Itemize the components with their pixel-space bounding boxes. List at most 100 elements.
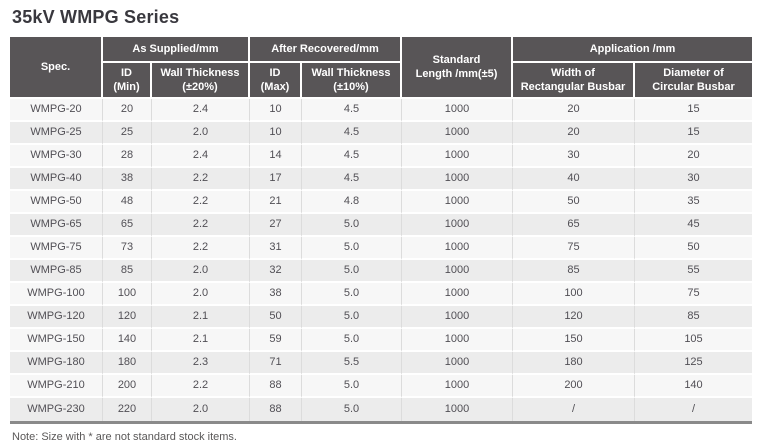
cell-width-rect-busbar: /: [513, 398, 635, 421]
cell-id-min: 200: [103, 375, 152, 398]
table-row: WMPG-50 48 2.2 21 4.8 1000 50 35: [10, 191, 752, 214]
table-row: WMPG-150 140 2.1 59 5.0 1000 150 105: [10, 329, 752, 352]
cell-wall-thickness-recovered: 5.0: [302, 375, 402, 398]
table-row: WMPG-75 73 2.2 31 5.0 1000 75 50: [10, 237, 752, 260]
cell-wall-thickness-recovered: 5.5: [302, 352, 402, 375]
cell-standard-length: 1000: [402, 168, 513, 191]
cell-diameter-circ-busbar: 105: [635, 329, 752, 352]
cell-id-min: 180: [103, 352, 152, 375]
cell-width-rect-busbar: 180: [513, 352, 635, 375]
cell-wall-thickness-supplied: 2.2: [152, 237, 250, 260]
cell-wall-thickness-supplied: 2.1: [152, 306, 250, 329]
cell-wall-thickness-supplied: 2.0: [152, 398, 250, 421]
cell-wall-thickness-recovered: 5.0: [302, 398, 402, 421]
cell-id-max: 71: [250, 352, 302, 375]
header-wall-thickness-recovered: Wall Thickness (±10%): [302, 63, 402, 99]
cell-wall-thickness-recovered: 4.5: [302, 145, 402, 168]
cell-wall-thickness-recovered: 5.0: [302, 214, 402, 237]
cell-width-rect-busbar: 200: [513, 375, 635, 398]
cell-standard-length: 1000: [402, 237, 513, 260]
cell-wall-thickness-supplied: 2.0: [152, 283, 250, 306]
header-as-supplied: As Supplied/mm: [103, 37, 250, 63]
cell-standard-length: 1000: [402, 99, 513, 122]
header-width-rect-busbar: Width of Rectangular Busbar: [513, 63, 635, 99]
cell-diameter-circ-busbar: 55: [635, 260, 752, 283]
cell-id-min: 48: [103, 191, 152, 214]
header-diameter-circ-busbar-line2: Circular Busbar: [652, 81, 735, 93]
table-row: WMPG-230 220 2.0 88 5.0 1000//: [10, 398, 752, 421]
cell-spec: WMPG-230: [10, 398, 103, 421]
table-row: WMPG-25 25 2.0 10 4.5 1000 20 15: [10, 122, 752, 145]
cell-id-max: 59: [250, 329, 302, 352]
cell-wall-thickness-supplied: 2.1: [152, 329, 250, 352]
header-width-rect-busbar-line2: Rectangular Busbar: [520, 81, 626, 93]
cell-width-rect-busbar: 75: [513, 237, 635, 260]
header-sub-row: ID (Min) Wall Thickness (±20%) ID (Max) …: [10, 63, 752, 99]
header-id-max-line2: (Max): [260, 81, 290, 93]
cell-wall-thickness-recovered: 4.5: [302, 122, 402, 145]
header-application: Application /mm: [513, 37, 752, 63]
cell-wall-thickness-supplied: 2.2: [152, 191, 250, 214]
cell-wall-thickness-recovered: 5.0: [302, 260, 402, 283]
cell-wall-thickness-recovered: 4.5: [302, 99, 402, 122]
cell-spec: WMPG-30: [10, 145, 103, 168]
spec-table-body: WMPG-20 20 2.4 10 4.5 1000 20 15 WMPG-25 25 2.0 10 4…: [10, 99, 752, 421]
table-row: WMPG-65 65 2.2 27 5.0 1000 65 45: [10, 214, 752, 237]
header-diameter-circ-busbar-line1: Diameter of: [663, 66, 724, 79]
cell-id-max: 31: [250, 237, 302, 260]
cell-wall-thickness-recovered: 5.0: [302, 283, 402, 306]
page-title: 35kV WMPG Series: [12, 7, 180, 27]
cell-id-max: 38: [250, 283, 302, 306]
cell-id-min: 120: [103, 306, 152, 329]
cell-diameter-circ-busbar: 75: [635, 283, 752, 306]
cell-diameter-circ-busbar: 30: [635, 168, 752, 191]
cell-id-min: 100: [103, 283, 152, 306]
cell-spec: WMPG-65: [10, 214, 103, 237]
table-row: WMPG-20 20 2.4 10 4.5 1000 20 15: [10, 99, 752, 122]
cell-wall-thickness-supplied: 2.2: [152, 168, 250, 191]
cell-id-min: 38: [103, 168, 152, 191]
cell-standard-length: 1000: [402, 375, 513, 398]
cell-spec: WMPG-25: [10, 122, 103, 145]
cell-diameter-circ-busbar: 140: [635, 375, 752, 398]
header-standard-length-line2: Length /mm(±5): [415, 68, 498, 80]
header-id-max-line1: ID: [269, 66, 281, 79]
cell-standard-length: 1000: [402, 260, 513, 283]
cell-wall-thickness-supplied: 2.4: [152, 145, 250, 168]
table-row: WMPG-210 200 2.2 88 5.0 1000 200 140: [10, 375, 752, 398]
header-group-row: Spec. As Supplied/mm After Recovered/mm …: [10, 37, 752, 99]
cell-id-min: 140: [103, 329, 152, 352]
header-standard-length-line1: Standard: [432, 53, 481, 66]
cell-width-rect-busbar: 65: [513, 214, 635, 237]
cell-id-max: 50: [250, 306, 302, 329]
cell-id-max: 10: [250, 122, 302, 145]
cell-standard-length: 1000: [402, 352, 513, 375]
cell-id-min: 85: [103, 260, 152, 283]
cell-id-max: 21: [250, 191, 302, 214]
cell-wall-thickness-recovered: 5.0: [302, 237, 402, 260]
cell-diameter-circ-busbar: 15: [635, 99, 752, 122]
header-id-min-line2: (Min): [113, 81, 140, 93]
cell-standard-length: 1000: [402, 329, 513, 352]
cell-spec: WMPG-100: [10, 283, 103, 306]
cell-id-max: 27: [250, 214, 302, 237]
header-spec: Spec.: [10, 37, 103, 99]
cell-width-rect-busbar: 100: [513, 283, 635, 306]
cell-id-min: 65: [103, 214, 152, 237]
cell-id-max: 32: [250, 260, 302, 283]
cell-id-min: 73: [103, 237, 152, 260]
header-after-recovered: After Recovered/mm: [250, 37, 402, 63]
cell-width-rect-busbar: 85: [513, 260, 635, 283]
header-width-rect-busbar-line1: Width of: [551, 66, 595, 79]
table-row: WMPG-120 120 2.1 50 5.0 1000 120 85: [10, 306, 752, 329]
cell-id-max: 88: [250, 398, 302, 421]
cell-id-min: 20: [103, 99, 152, 122]
cell-spec: WMPG-120: [10, 306, 103, 329]
header-wall-thickness-recovered-line2: (±10%): [333, 81, 369, 93]
cell-width-rect-busbar: 150: [513, 329, 635, 352]
cell-diameter-circ-busbar: 85: [635, 306, 752, 329]
footnote: Note: Size with * are not standard stock…: [12, 431, 237, 443]
header-wall-thickness-supplied: Wall Thickness (±20%): [152, 63, 250, 99]
cell-standard-length: 1000: [402, 145, 513, 168]
